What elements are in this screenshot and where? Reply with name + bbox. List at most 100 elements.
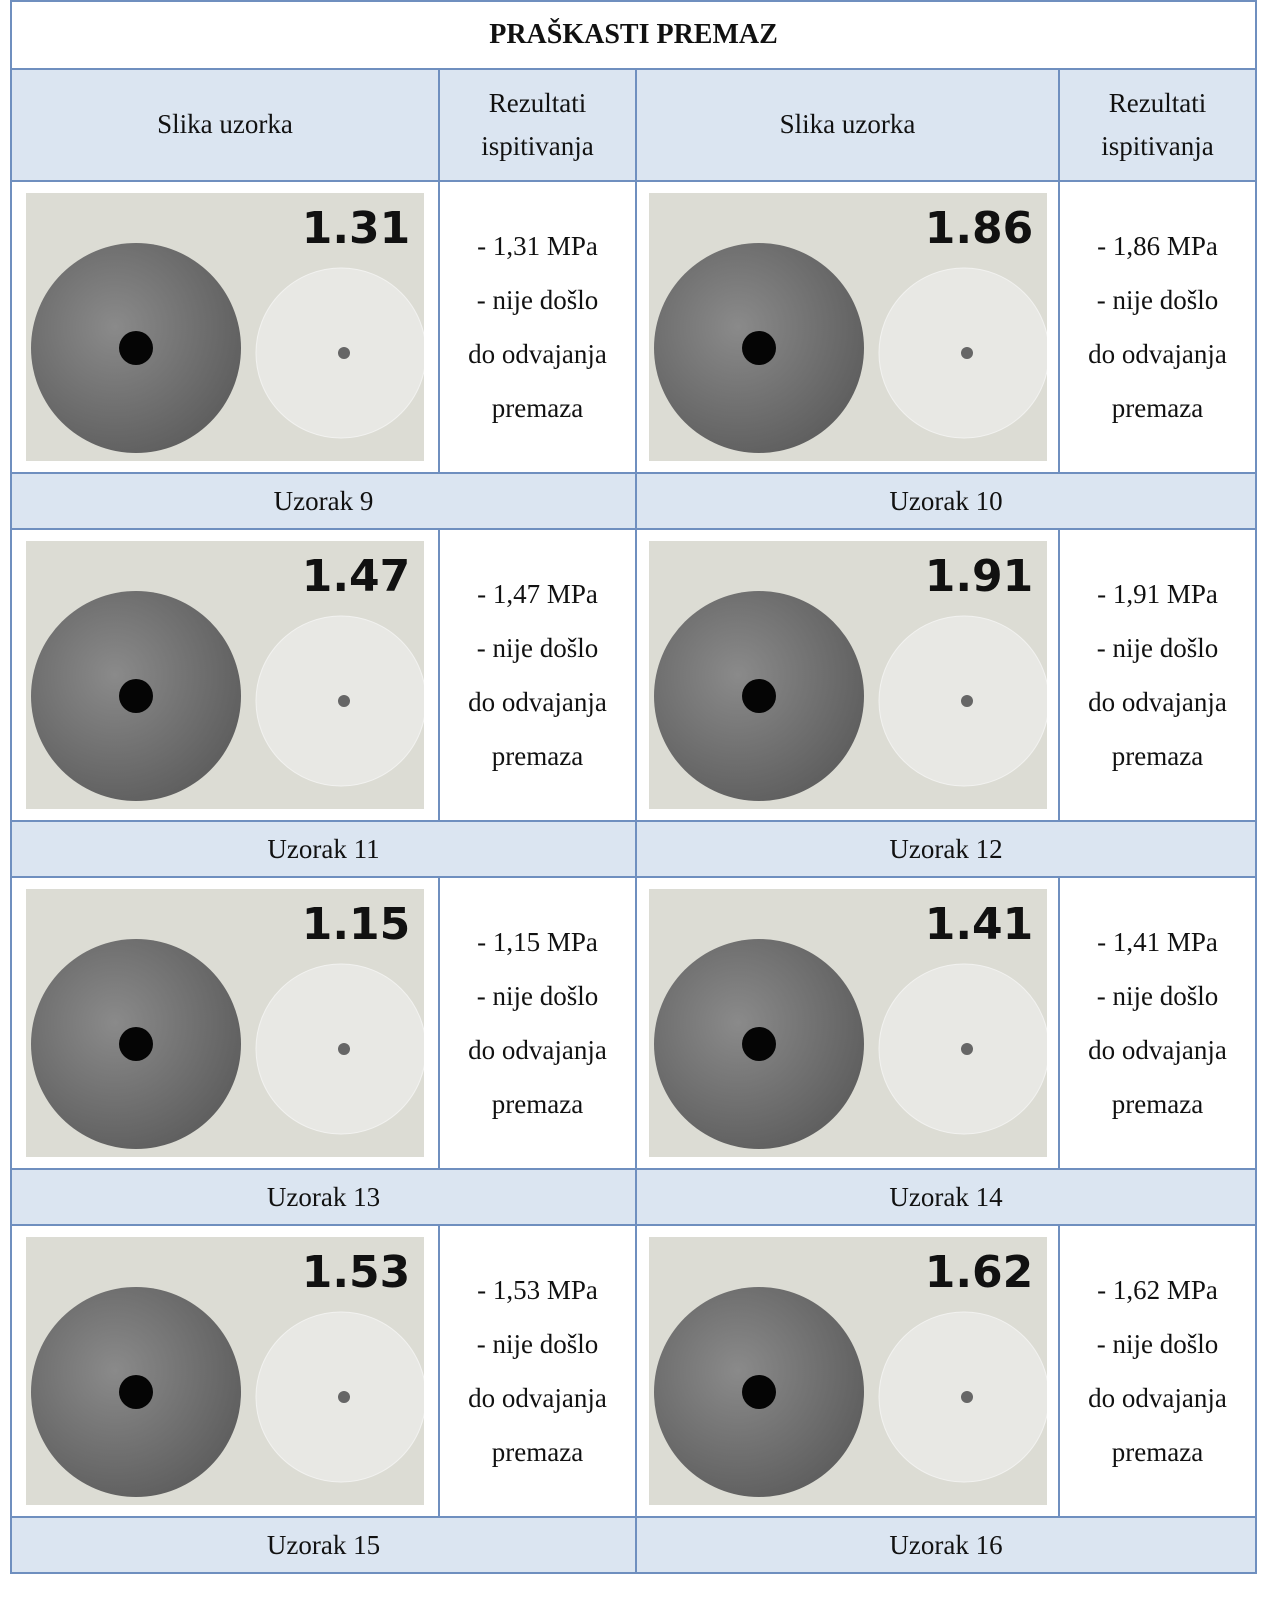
sample-photo: 1.41 [648, 889, 1047, 1157]
dolly-hole [119, 331, 153, 365]
sample-caption: Uzorak 12 [634, 820, 1258, 878]
photo-cell: 1.47 [10, 528, 440, 822]
photo-label: 1.86 [924, 203, 1033, 254]
result-cell: - 1,15 MPa - nije došlo do odvajanja premaz… [438, 876, 637, 1170]
caption-row: Uzorak 11 Uzorak 12 [10, 820, 1258, 878]
photo-cell: 1.31 [10, 180, 440, 474]
sample-photo: 1.62 [648, 1237, 1047, 1505]
dolly-hole [741, 331, 776, 365]
result-cell: - 1,62 MPa - nije došlo do odvajanja premaz… [1057, 1224, 1258, 1518]
result-cell: - 1,31 MPa - nije došlo do odvajanja premaz… [438, 180, 637, 474]
photo-row: 1.47 - 1,47 MPa - nije došlo do odvajanja pr… [10, 528, 1258, 822]
result-line: premaza [491, 1089, 584, 1119]
result-cell: - 1,47 MPa - nije došlo do odvajanja premaz… [438, 528, 637, 822]
result-line: do odvajanja [468, 1035, 607, 1065]
result-line: - nije došlo [1096, 285, 1219, 315]
dolly-hole [119, 679, 153, 713]
dolly-hole [119, 1375, 153, 1409]
result-cell: - 1,41 MPa - nije došlo do odvajanja premaz… [1057, 876, 1258, 1170]
result-line: - nije došlo [1096, 633, 1219, 663]
sample-photo: 1.86 [648, 193, 1047, 461]
glue-spot [960, 347, 973, 359]
header-cell: Rezultati ispitivanja [1057, 68, 1258, 182]
glue-spot [960, 1043, 973, 1055]
result-line: premaza [1111, 1437, 1204, 1467]
dolly-hole [741, 1375, 776, 1409]
header-cell: Slika uzorka [10, 68, 440, 182]
result-line: - 1,91 MPa [1097, 579, 1218, 609]
header-cell: Slika uzorka [635, 68, 1060, 182]
result-line: do odvajanja [468, 1383, 607, 1413]
result-line: premaza [491, 1437, 584, 1467]
photo-cell: 1.15 [10, 876, 440, 1170]
result-line: - nije došlo [476, 285, 599, 315]
result-line: - 1,62 MPa [1097, 1275, 1218, 1305]
result-cell: - 1,91 MPa - nije došlo do odvajanja premaz… [1057, 528, 1258, 822]
result-line: - 1,41 MPa [1097, 927, 1218, 957]
photo-label: 1.53 [302, 1247, 411, 1298]
photo-label: 1.91 [924, 551, 1033, 602]
result-line: - nije došlo [476, 633, 599, 663]
sample-caption: Uzorak 10 [634, 472, 1258, 530]
results-table: PRAŠKASTI PREMAZ Slika uzorka Rezultati … [9, 0, 1258, 1574]
result-cell: - 1,86 MPa - nije došlo do odvajanja premaz… [1057, 180, 1258, 474]
result-line: - 1,86 MPa [1097, 231, 1218, 261]
sample-photo: 1.31 [26, 193, 424, 461]
result-line: - 1,47 MPa [477, 579, 598, 609]
photo-label: 1.62 [924, 1247, 1033, 1298]
header-cell: Rezultati ispitivanja [438, 68, 637, 182]
photo-cell: 1.86 [635, 180, 1060, 474]
sample-caption: Uzorak 14 [634, 1168, 1258, 1226]
glue-spot [338, 347, 350, 359]
photo-row: 1.15 - 1,15 MPa - nije došlo do odvajanja pr… [10, 876, 1258, 1170]
sample-photo: 1.15 [26, 889, 424, 1157]
table-title: PRAŠKASTI PREMAZ [9, 0, 1258, 70]
sample-caption: Uzorak 11 [10, 820, 637, 878]
result-line: - nije došlo [476, 981, 599, 1011]
result-line: - 1,15 MPa [477, 927, 598, 957]
result-line: premaza [491, 393, 584, 423]
sample-caption: Uzorak 13 [10, 1168, 637, 1226]
photo-cell: 1.62 [635, 1224, 1060, 1518]
glue-spot [338, 1391, 350, 1403]
photo-cell: 1.53 [10, 1224, 440, 1518]
result-line: do odvajanja [1088, 1035, 1227, 1065]
result-line: premaza [1111, 741, 1204, 771]
result-line: - 1,31 MPa [477, 231, 598, 261]
dolly-hole [741, 1027, 776, 1061]
table-body: PRAŠKASTI PREMAZ Slika uzorka Rezultati … [9, 0, 1258, 1574]
photo-row: 1.31 - 1,31 MPa - nije došlo do odvajanja pr… [10, 180, 1258, 474]
photo-cell: 1.91 [635, 528, 1060, 822]
sample-photo: 1.91 [648, 541, 1047, 809]
result-line: - nije došlo [1096, 981, 1219, 1011]
dolly-hole [741, 679, 776, 713]
result-line: do odvajanja [1088, 339, 1227, 369]
result-line: do odvajanja [468, 339, 607, 369]
photo-row: 1.53 - 1,53 MPa - nije došlo do odvajanja pr… [10, 1224, 1258, 1518]
glue-spot [338, 1043, 350, 1055]
result-cell: - 1,53 MPa - nije došlo do odvajanja premaz… [438, 1224, 637, 1518]
dolly-hole [119, 1027, 153, 1061]
result-line: premaza [491, 741, 584, 771]
sample-caption: Uzorak 9 [10, 472, 637, 530]
sample-photo: 1.53 [26, 1237, 424, 1505]
glue-spot [960, 1391, 973, 1403]
result-line: premaza [1111, 1089, 1204, 1119]
result-line: - 1,53 MPa [477, 1275, 598, 1305]
photo-cell: 1.41 [635, 876, 1060, 1170]
caption-row: Uzorak 13 Uzorak 14 [10, 1168, 1258, 1226]
header-row: Slika uzorka Rezultati ispitivanja Slika… [10, 68, 1258, 182]
sample-caption: Uzorak 15 [10, 1516, 637, 1574]
sample-photo: 1.47 [26, 541, 424, 809]
caption-row: Uzorak 15 Uzorak 16 [10, 1516, 1258, 1574]
sample-caption: Uzorak 16 [634, 1516, 1258, 1574]
photo-label: 1.31 [302, 203, 411, 254]
photo-label: 1.47 [302, 551, 411, 602]
title-row: PRAŠKASTI PREMAZ [9, 0, 1258, 70]
glue-spot [338, 695, 350, 707]
photo-label: 1.41 [924, 899, 1033, 950]
glue-spot [960, 695, 973, 707]
result-line: do odvajanja [1088, 687, 1227, 717]
result-line: do odvajanja [1088, 1383, 1227, 1413]
